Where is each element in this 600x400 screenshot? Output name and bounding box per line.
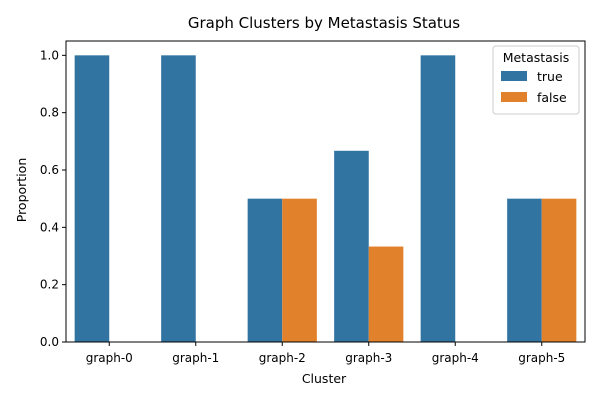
y-tick-label: 0.0 (40, 335, 59, 349)
legend-label-true: true (537, 69, 563, 84)
bar-graph-5-false (541, 198, 577, 342)
x-axis: graph-0 graph-1 graph-2 graph-3 graph-4 graph… (86, 342, 565, 365)
plot-area (65, 40, 586, 343)
bar-graph-2-true (247, 198, 283, 342)
bar-graph-5-true (507, 198, 542, 342)
x-tick-label: graph-2 (259, 351, 306, 365)
y-tick-label: 0.6 (40, 163, 59, 177)
chart-title: Graph Clusters by Metastasis Status (188, 14, 460, 32)
bar-graph-4-true (420, 55, 456, 342)
x-tick-label: graph-1 (172, 351, 219, 365)
legend-swatch-true (501, 71, 527, 81)
legend: Metastasis true false (492, 45, 580, 115)
bar-graph-2-false (282, 198, 317, 342)
x-tick-label: graph-4 (432, 351, 479, 365)
legend-swatch-false (501, 92, 527, 102)
legend-label-false: false (537, 90, 567, 105)
y-axis-label: Proportion (14, 158, 29, 223)
y-tick-label: 1.0 (40, 48, 59, 62)
y-axis: 0.0 0.2 0.4 0.6 0.8 1.0 (40, 48, 66, 349)
bar-graph-1-true (161, 55, 196, 342)
y-tick-label: 0.2 (40, 278, 59, 292)
y-tick-label: 0.4 (40, 220, 59, 234)
bar-graph-3-true (334, 150, 369, 342)
y-tick-label: 0.8 (40, 106, 59, 120)
bar-graph-0-true (74, 55, 110, 342)
x-tick-label: graph-3 (345, 351, 392, 365)
x-tick-label: graph-5 (518, 351, 565, 365)
x-axis-label: Cluster (302, 371, 347, 386)
bar-graph-3-false (368, 246, 404, 342)
plot-frame (65, 40, 586, 343)
legend-title: Metastasis (503, 50, 570, 65)
x-tick-label: graph-0 (86, 351, 133, 365)
